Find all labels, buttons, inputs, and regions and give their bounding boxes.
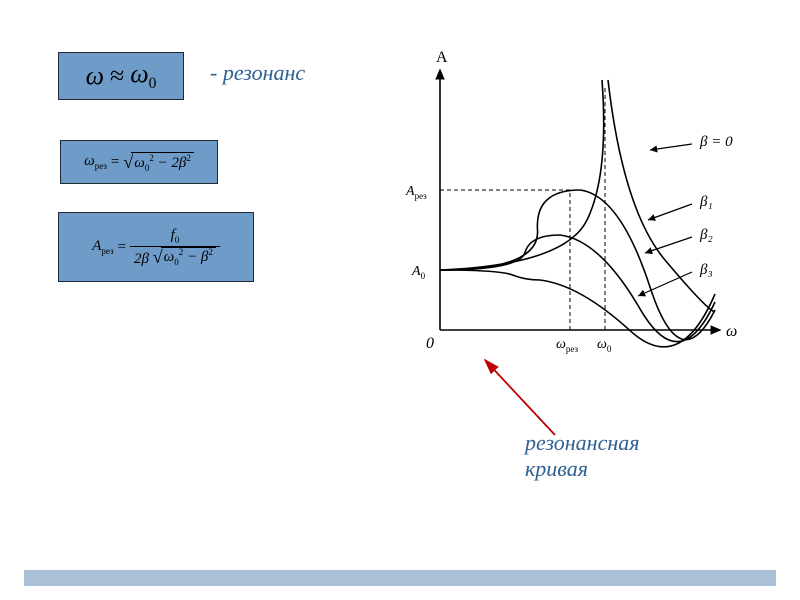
a-res-num: f0 [167, 227, 184, 246]
a-res-eq: = [118, 239, 126, 256]
slide: ω ≈ ω0 ωрез = √ ω02 − 2β2 Aрез = f0 2β √… [0, 0, 800, 600]
svg-text:A0: A0 [411, 264, 426, 281]
svg-text:Aрез: Aрез [405, 184, 427, 201]
chart-svg: Aω0ωрезω0A0Aрезβ = 0β₁β₂β₃ [400, 40, 740, 380]
omega-res-lhs-sub: рез [95, 161, 107, 171]
svg-text:0: 0 [426, 335, 434, 352]
omega-res-sqrt-body: ω02 − 2β2 [131, 152, 194, 173]
formula-box-a-res: Aрез = f0 2β √ ω02 − β2 [58, 212, 254, 282]
omega-res-lhs: ωрез [84, 153, 107, 171]
a-res-lhs-sym: A [92, 238, 101, 254]
label-caption: резонансная кривая [525, 430, 640, 483]
approx-op: ≈ [110, 61, 124, 91]
a-res-den-prefix: 2β [134, 251, 149, 267]
omega-rhs-sym: ω [130, 59, 148, 88]
a-res-den: 2β √ ω02 − β2 [130, 247, 220, 268]
caption-line1: резонансная [525, 430, 640, 455]
svg-text:β₃: β₃ [699, 262, 713, 278]
a-res-lhs-sub: рез [101, 246, 113, 256]
omega-rhs: ω0 [130, 59, 156, 93]
svg-text:ω0: ω0 [597, 337, 612, 354]
omega-res-eq: = [111, 154, 119, 171]
omega-rhs-sub: 0 [149, 75, 157, 92]
omega-lhs: ω [86, 61, 104, 91]
a-res-den-sqrt: √ ω02 − β2 [153, 247, 216, 268]
formula-box-approx: ω ≈ ω0 [58, 52, 184, 100]
a-res-lhs: Aрез [92, 238, 113, 256]
svg-text:β₁: β₁ [699, 194, 713, 210]
caption-line2: кривая [525, 456, 588, 481]
a-res-den-sqrt-body: ω02 − β2 [161, 247, 216, 268]
omega-res-sqrt: √ ω02 − 2β2 [123, 152, 194, 173]
footer-accent-bar [24, 570, 776, 586]
resonance-curve-chart: Aω0ωрезω0A0Aрезβ = 0β₁β₂β₃ [400, 40, 740, 380]
svg-text:A: A [436, 49, 448, 66]
svg-text:ω: ω [726, 323, 737, 340]
svg-text:β = 0: β = 0 [699, 134, 733, 150]
red-arrow-line [485, 360, 555, 435]
svg-text:β₂: β₂ [699, 227, 713, 243]
label-resonance: - резонанс [210, 60, 305, 86]
formula-box-omega-res: ωрез = √ ω02 − 2β2 [60, 140, 218, 184]
omega-res-lhs-sym: ω [84, 153, 95, 169]
a-res-frac: f0 2β √ ω02 − β2 [130, 227, 220, 268]
